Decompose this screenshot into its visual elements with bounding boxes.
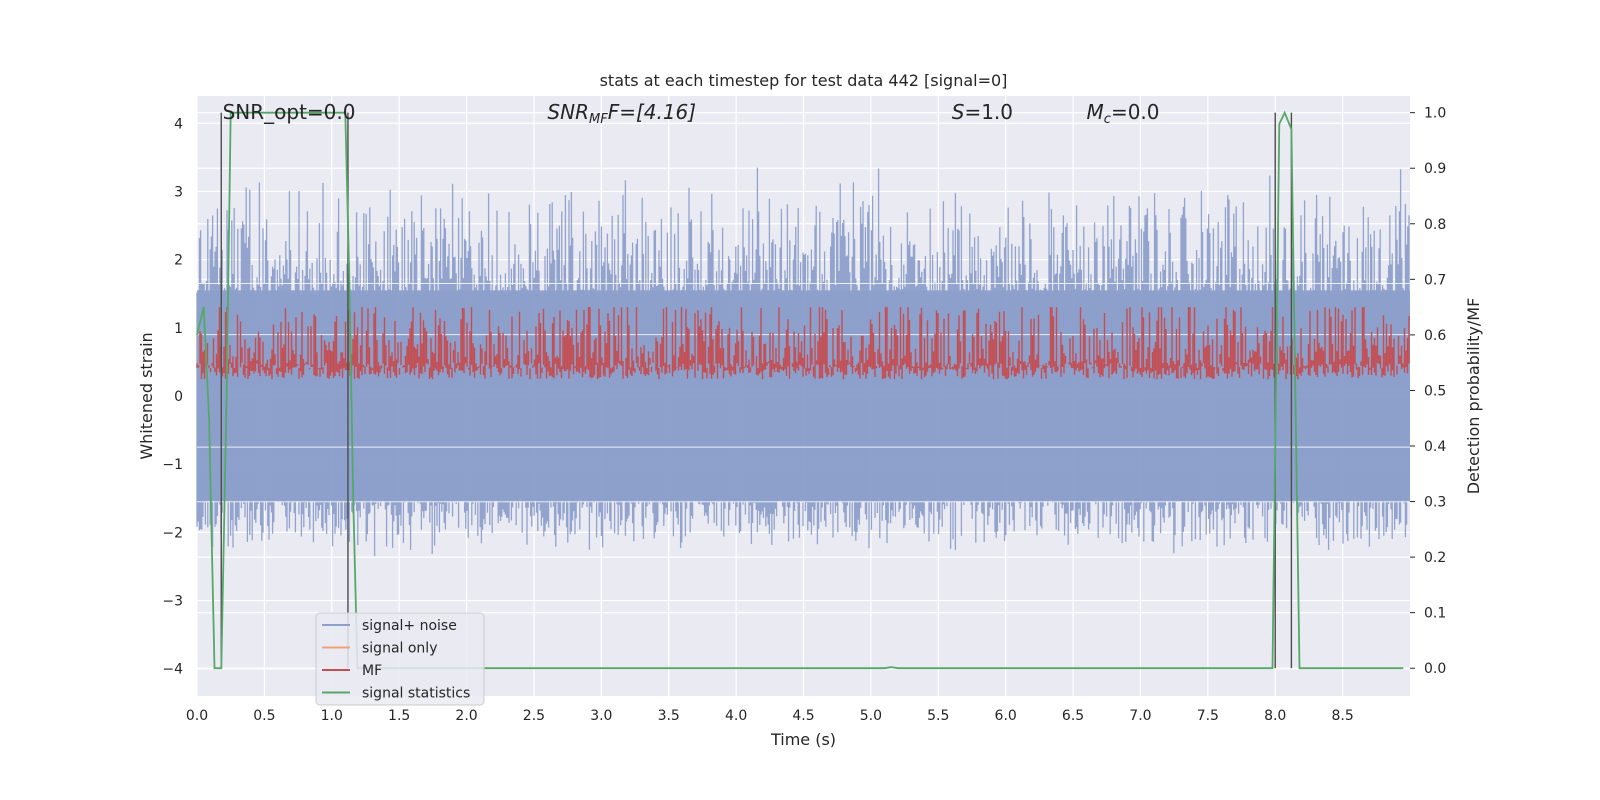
- x-tick-label: 6.5: [1062, 708, 1084, 724]
- x-tick-label: 5.0: [860, 708, 882, 724]
- noise-gridline-overlay: [197, 283, 1410, 503]
- series-signal-statistics: [196, 110, 1404, 670]
- y-tick-label-left: 0: [174, 389, 183, 405]
- y-axis-label-left: Whitened strain: [137, 332, 156, 459]
- y-tick-label-right: 0.3: [1424, 495, 1446, 511]
- legend-entry-signal-only: signal only: [362, 641, 437, 657]
- chart-title: stats at each timestep for test data 442…: [600, 71, 1008, 90]
- x-tick-label: 0.5: [253, 708, 275, 724]
- y-tick-label-left: 1: [174, 321, 183, 337]
- x-tick-label: 7.5: [1197, 708, 1219, 724]
- x-tick-label: 1.5: [388, 708, 410, 724]
- y-tick-label-right: 1.0: [1424, 106, 1446, 122]
- x-tick-label: 0.0: [186, 708, 208, 724]
- x-tick-label: 2.0: [455, 708, 477, 724]
- y-tick-label-left: −1: [162, 457, 183, 473]
- x-tick-label: 4.5: [792, 708, 814, 724]
- y-tick-label-left: 2: [174, 253, 183, 269]
- x-tick-label: 1.0: [321, 708, 343, 724]
- annotation-s: S=1.0: [952, 100, 1013, 124]
- x-tick-label: 6.0: [995, 708, 1017, 724]
- tick-labels: 0.0 0.5 1.0 1.5 2.0 2.5 3.0 3.5 4.0 4.5 5.0 5.5 6.0 6…: [162, 106, 1446, 724]
- legend-box: [315, 612, 485, 706]
- y-tick-label-right: 0.9: [1424, 161, 1446, 177]
- legend-entry-mf: MF: [362, 663, 382, 679]
- y-tick-label-left: 3: [174, 184, 183, 200]
- y-tick-label-left: −4: [162, 662, 183, 678]
- x-tick-label: 3.5: [658, 708, 680, 724]
- x-tick-label: 4.0: [725, 708, 747, 724]
- x-tick-label: 8.5: [1331, 708, 1353, 724]
- legend: signal+ noise signal only MF signal stat…: [315, 612, 485, 706]
- annotation-snr-mf: SNRMFF=[4.16]: [547, 100, 696, 127]
- y-tick-label-left: 4: [174, 116, 183, 132]
- x-tick-label: 3.0: [590, 708, 612, 724]
- annotation-snr-opt: SNR_opt=0.0: [223, 100, 356, 124]
- y-tick-label-right: 0.0: [1424, 661, 1446, 677]
- y-tick-label-left: −3: [162, 594, 183, 610]
- annotation-mc: Mc=0.0: [1087, 100, 1160, 127]
- x-tick-label: 2.5: [523, 708, 545, 724]
- y-tick-label-right: 0.6: [1424, 328, 1446, 344]
- y-tick-label-right: 0.1: [1424, 606, 1446, 622]
- y-tick-label-right: 0.7: [1424, 272, 1446, 288]
- x-tick-label: 7.0: [1129, 708, 1151, 724]
- legend-entry-signal-statistics: signal statistics: [362, 686, 470, 702]
- x-axis-label: Time (s): [770, 730, 836, 749]
- x-tick-label: 8.0: [1264, 708, 1286, 724]
- y-tick-label-right: 0.8: [1424, 217, 1446, 233]
- x-tick-label: 5.5: [927, 708, 949, 724]
- y-tick-label-right: 0.2: [1424, 550, 1446, 566]
- y-tick-label-left: −2: [162, 525, 183, 541]
- y-axis-label-right: Detection probability/MF: [1464, 298, 1483, 495]
- y-tick-label-right: 0.4: [1424, 439, 1446, 455]
- y-tick-label-right: 0.5: [1424, 383, 1446, 399]
- legend-entry-signal-noise: signal+ noise: [362, 618, 457, 634]
